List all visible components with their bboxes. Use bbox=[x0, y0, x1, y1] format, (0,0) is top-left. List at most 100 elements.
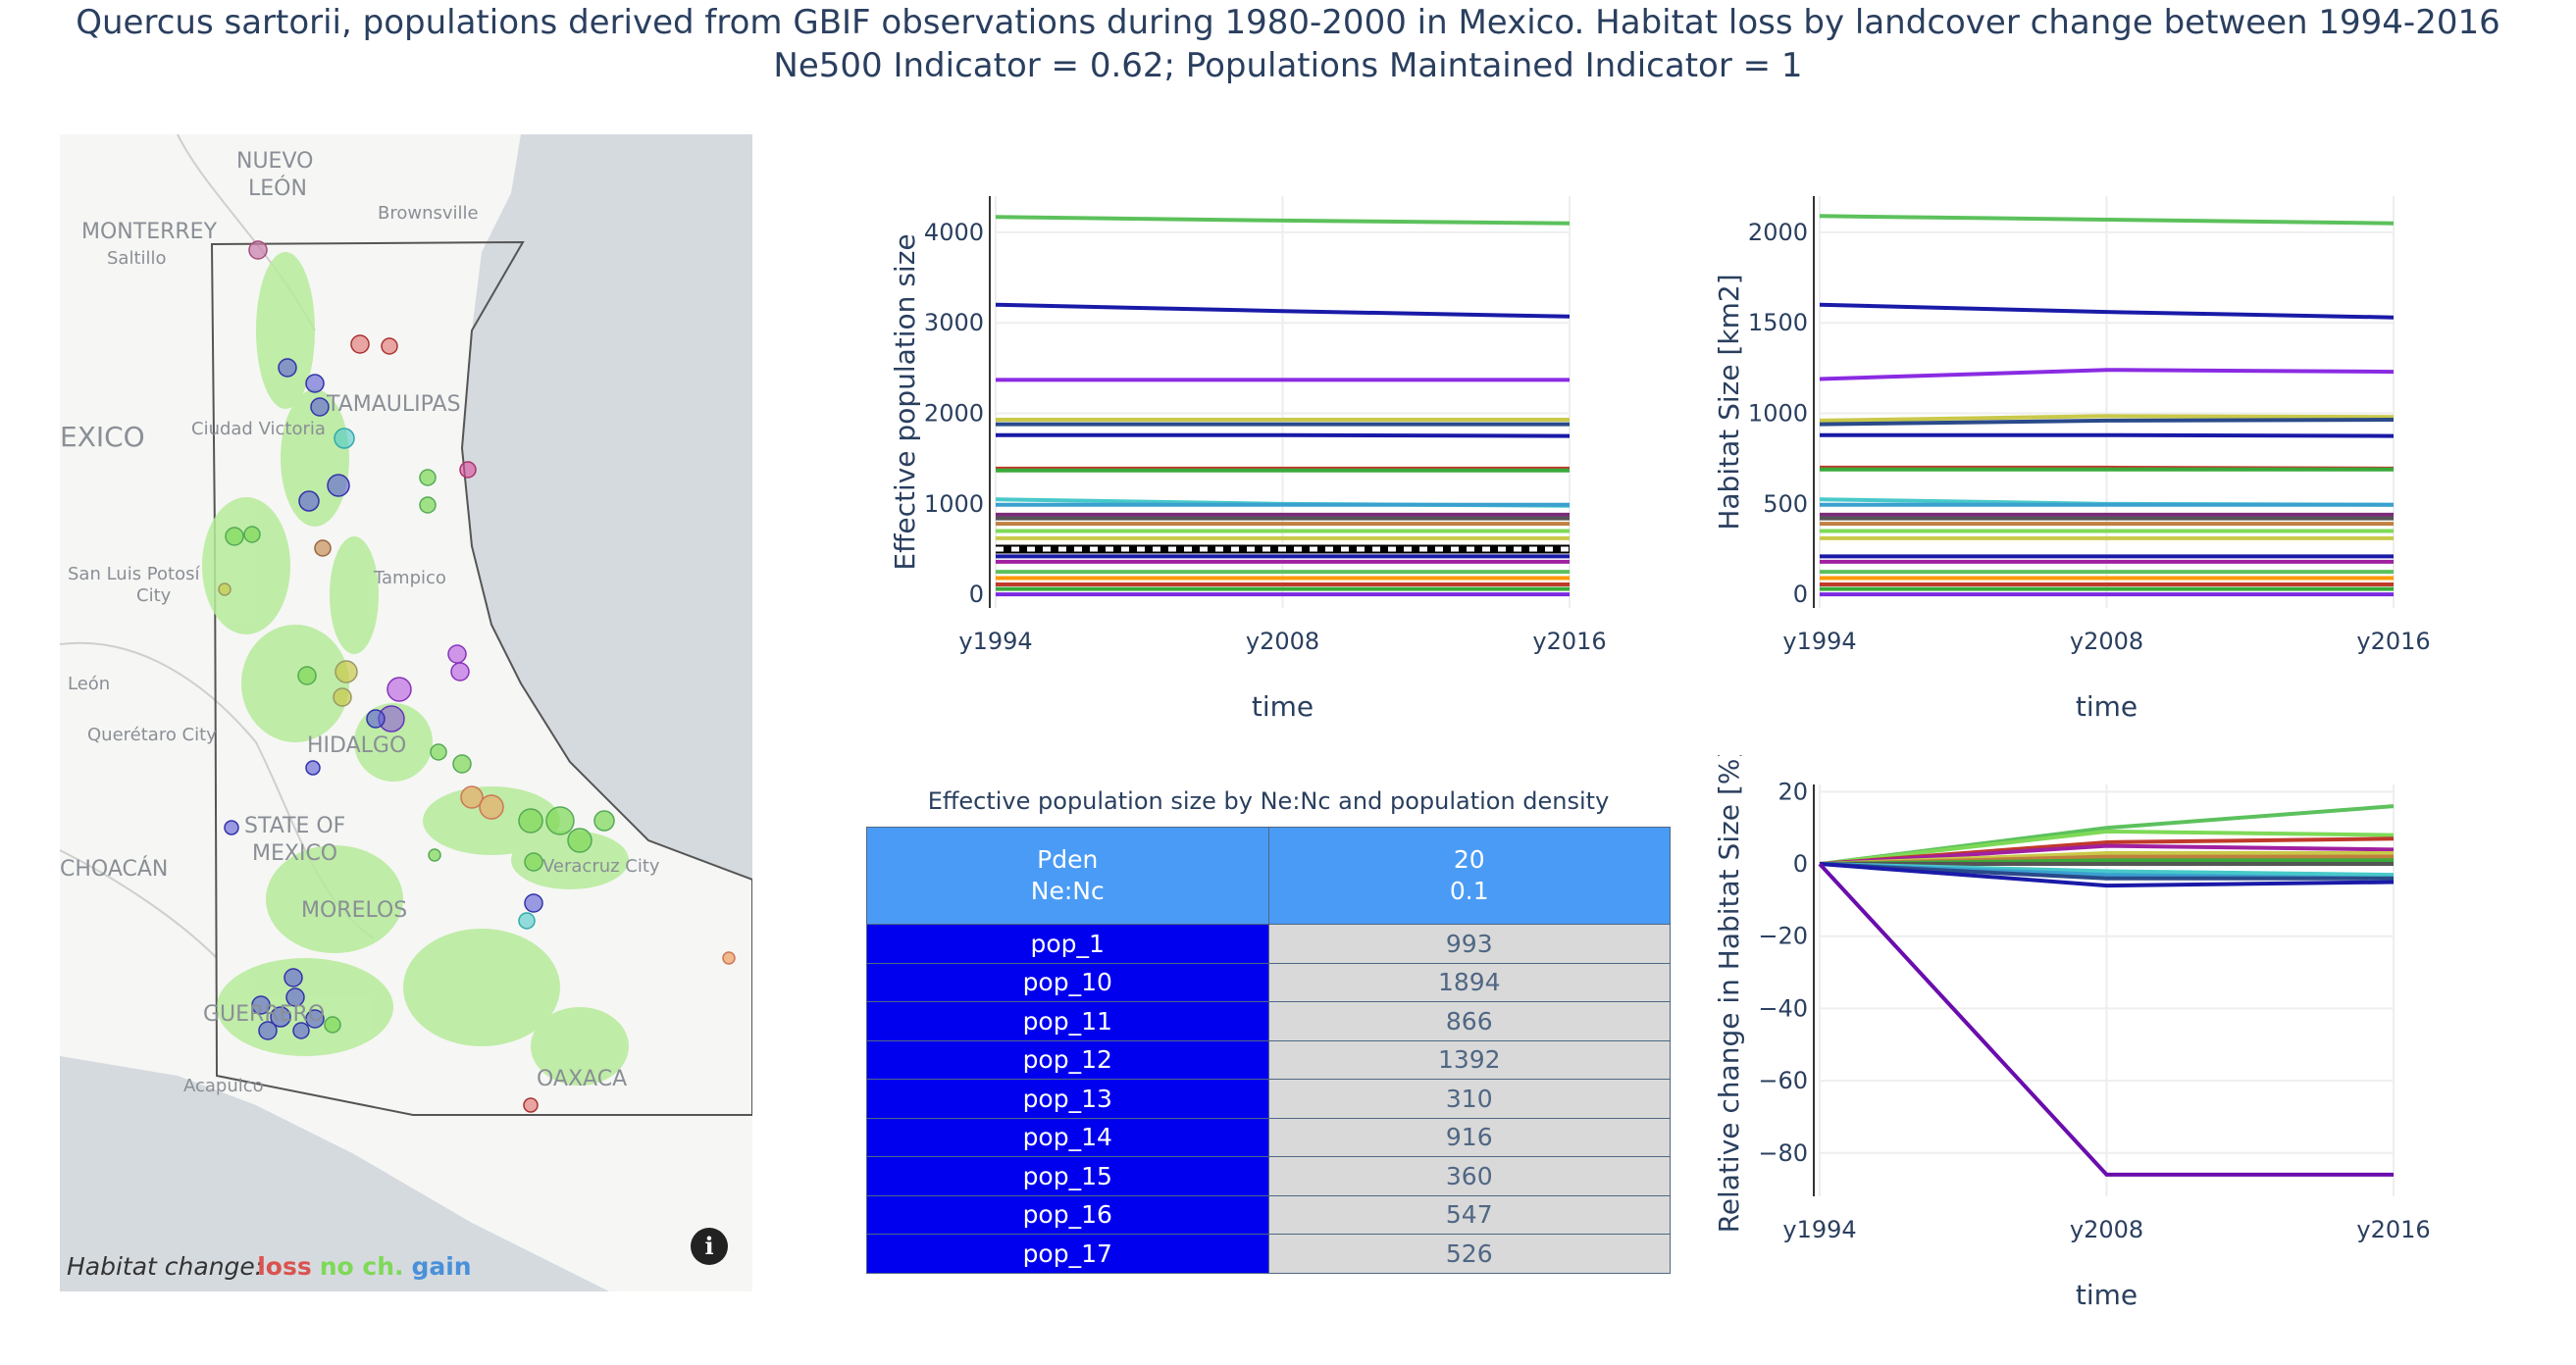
population-name-cell: pop_14 bbox=[866, 1117, 1269, 1157]
label-mexico: EXICO bbox=[60, 421, 145, 453]
habitat-size-chart: y1994 y2008 y2016 0 500 1000 1500 2000 time Habit… bbox=[1713, 196, 2431, 723]
table-row: pop_12 1392 bbox=[866, 1039, 1671, 1080]
table-row: pop_10 1894 bbox=[866, 962, 1671, 1002]
x-tick-label: y2008 bbox=[2070, 1216, 2143, 1243]
x-tick-label: y1994 bbox=[958, 628, 1032, 655]
info-icon[interactable]: i bbox=[691, 1228, 728, 1265]
label-brownsville: Brownsville bbox=[378, 203, 479, 224]
table-row: pop_16 547 bbox=[866, 1194, 1671, 1235]
label-ciudad-victoria: Ciudad Victoria bbox=[191, 419, 326, 439]
label-saltillo: Saltillo bbox=[107, 248, 167, 269]
label-queretaro: Querétaro City bbox=[87, 725, 217, 745]
y-tick-label: 2000 bbox=[1748, 219, 1808, 246]
y-tick-label: 1500 bbox=[1748, 309, 1808, 336]
x-tick-label: y1994 bbox=[1782, 1216, 1856, 1243]
header-right-cell: 20 0.1 bbox=[1267, 827, 1671, 925]
series-line bbox=[995, 302, 1571, 319]
header-ne-nc-value: 0.1 bbox=[1449, 877, 1489, 905]
header-pden: Pden bbox=[1037, 845, 1099, 874]
table-row: pop_14 916 bbox=[866, 1117, 1671, 1157]
y-tick-label: 2000 bbox=[924, 400, 984, 428]
table-row: pop_13 310 bbox=[866, 1079, 1671, 1119]
x-tick-label: y2008 bbox=[1246, 628, 1319, 655]
x-tick-label: y2016 bbox=[1532, 628, 1606, 655]
x-tick-label: y2016 bbox=[2356, 628, 2430, 655]
figure-title: Quercus sartorii, populations derived fr… bbox=[76, 3, 2500, 42]
y-tick-label: −20 bbox=[1758, 923, 1808, 950]
population-ne-cell: 310 bbox=[1267, 1079, 1671, 1119]
series-line bbox=[1819, 414, 2395, 423]
y-axis-title: Habitat Size [km2] bbox=[1713, 274, 1745, 530]
series-line bbox=[1819, 214, 2395, 226]
population-name-cell: pop_15 bbox=[866, 1156, 1269, 1196]
y-tick-label: 0 bbox=[1793, 581, 1808, 608]
series-line bbox=[1819, 302, 2395, 320]
habitat-cover bbox=[202, 252, 629, 1086]
population-ne-cell: 360 bbox=[1267, 1156, 1671, 1196]
series-line bbox=[996, 432, 1571, 438]
series-line bbox=[1819, 368, 2395, 381]
series-line bbox=[1819, 843, 2395, 867]
population-ne-cell: 526 bbox=[1267, 1234, 1671, 1274]
place-labels: NUEVO LEÓN Brownsville MONTERREY Saltill… bbox=[60, 149, 660, 1096]
label-state-of-mexico-1: STATE OF bbox=[244, 814, 345, 838]
label-oaxaca: OAXACA bbox=[537, 1067, 627, 1091]
label-guerrero: GUERRERO bbox=[203, 1002, 325, 1027]
population-name-cell: pop_11 bbox=[866, 1001, 1269, 1041]
relative-change-chart: y1994 y2008 y2016 20 0 −20 −40 −60 −80 time Relati… bbox=[1713, 755, 2431, 1311]
series-line bbox=[1820, 432, 2395, 438]
series-line bbox=[1819, 862, 2395, 888]
population-ne-cell: 1392 bbox=[1267, 1039, 1671, 1080]
y-tick-label: 1000 bbox=[924, 490, 984, 518]
study-region-outline bbox=[210, 240, 752, 1116]
label-nuevo-leon-1: NUEVO bbox=[236, 149, 313, 174]
population-name-cell: pop_12 bbox=[866, 1039, 1269, 1080]
y-tick-label: 4000 bbox=[924, 219, 984, 246]
header-left-cell: Pden Ne:Nc bbox=[866, 827, 1269, 925]
y-tick-label: 0 bbox=[969, 581, 984, 608]
population-markers bbox=[218, 240, 736, 1113]
series-line bbox=[1819, 418, 2395, 427]
y-tick-label: −80 bbox=[1758, 1139, 1808, 1167]
label-tampico: Tampico bbox=[373, 568, 446, 588]
population-table[interactable]: Pden Ne:Nc 20 0.1 pop_1 993 pop_10 1894 pop_11… bbox=[866, 827, 1671, 1289]
population-name-cell: pop_1 bbox=[866, 924, 1269, 964]
series-line bbox=[1818, 862, 2394, 1177]
x-tick-label: y1994 bbox=[1782, 628, 1856, 655]
label-slp-1: San Luis Potosí bbox=[68, 564, 200, 584]
y-tick-label: 500 bbox=[1763, 490, 1808, 518]
legend-loss: loss bbox=[257, 1252, 312, 1281]
population-name-cell: pop_13 bbox=[866, 1079, 1269, 1119]
series-line bbox=[1819, 862, 2394, 881]
population-ne-cell: 993 bbox=[1267, 924, 1671, 964]
x-tick-label: y2008 bbox=[2070, 628, 2143, 655]
y-axis-title: Relative change in Habitat Size [%] bbox=[1713, 755, 1745, 1233]
label-morelos: MORELOS bbox=[301, 898, 407, 923]
habitat-map[interactable]: NUEVO LEÓN Brownsville MONTERREY Saltill… bbox=[60, 134, 752, 1291]
table-row: pop_11 866 bbox=[866, 1001, 1671, 1041]
table-header-row: Pden Ne:Nc 20 0.1 bbox=[866, 827, 1671, 925]
y-tick-label: 1000 bbox=[1748, 400, 1808, 428]
population-name-cell: pop_16 bbox=[866, 1194, 1269, 1235]
label-slp-2: City bbox=[136, 585, 172, 606]
state-borders bbox=[60, 134, 375, 959]
x-axis-title: time bbox=[2076, 690, 2138, 723]
series-line bbox=[1819, 829, 2395, 867]
header-pden-value: 20 bbox=[1453, 845, 1485, 874]
map-canvas[interactable]: NUEVO LEÓN Brownsville MONTERREY Saltill… bbox=[60, 134, 752, 1291]
label-hidalgo: HIDALGO bbox=[307, 733, 406, 758]
y-tick-label: 20 bbox=[1777, 778, 1808, 805]
series-line bbox=[995, 215, 1571, 226]
label-state-of-mexico-2: MEXICO bbox=[252, 841, 337, 866]
population-name-cell: pop_17 bbox=[866, 1234, 1269, 1274]
y-tick-label: −60 bbox=[1758, 1067, 1808, 1094]
table-body: pop_1 993 pop_10 1894 pop_11 866 pop_12 1392 pop… bbox=[866, 924, 1671, 1274]
label-acapulco: Acapulco bbox=[183, 1076, 264, 1096]
x-axis-title: time bbox=[1252, 690, 1314, 723]
table-title: Effective population size by Ne:Nc and p… bbox=[927, 787, 1610, 815]
table-row: pop_17 526 bbox=[866, 1234, 1671, 1274]
x-axis-title: time bbox=[2076, 1279, 2138, 1311]
legend-title: Habitat change: bbox=[67, 1252, 264, 1281]
y-tick-label: −40 bbox=[1758, 994, 1808, 1022]
table-row: pop_15 360 bbox=[866, 1156, 1671, 1196]
